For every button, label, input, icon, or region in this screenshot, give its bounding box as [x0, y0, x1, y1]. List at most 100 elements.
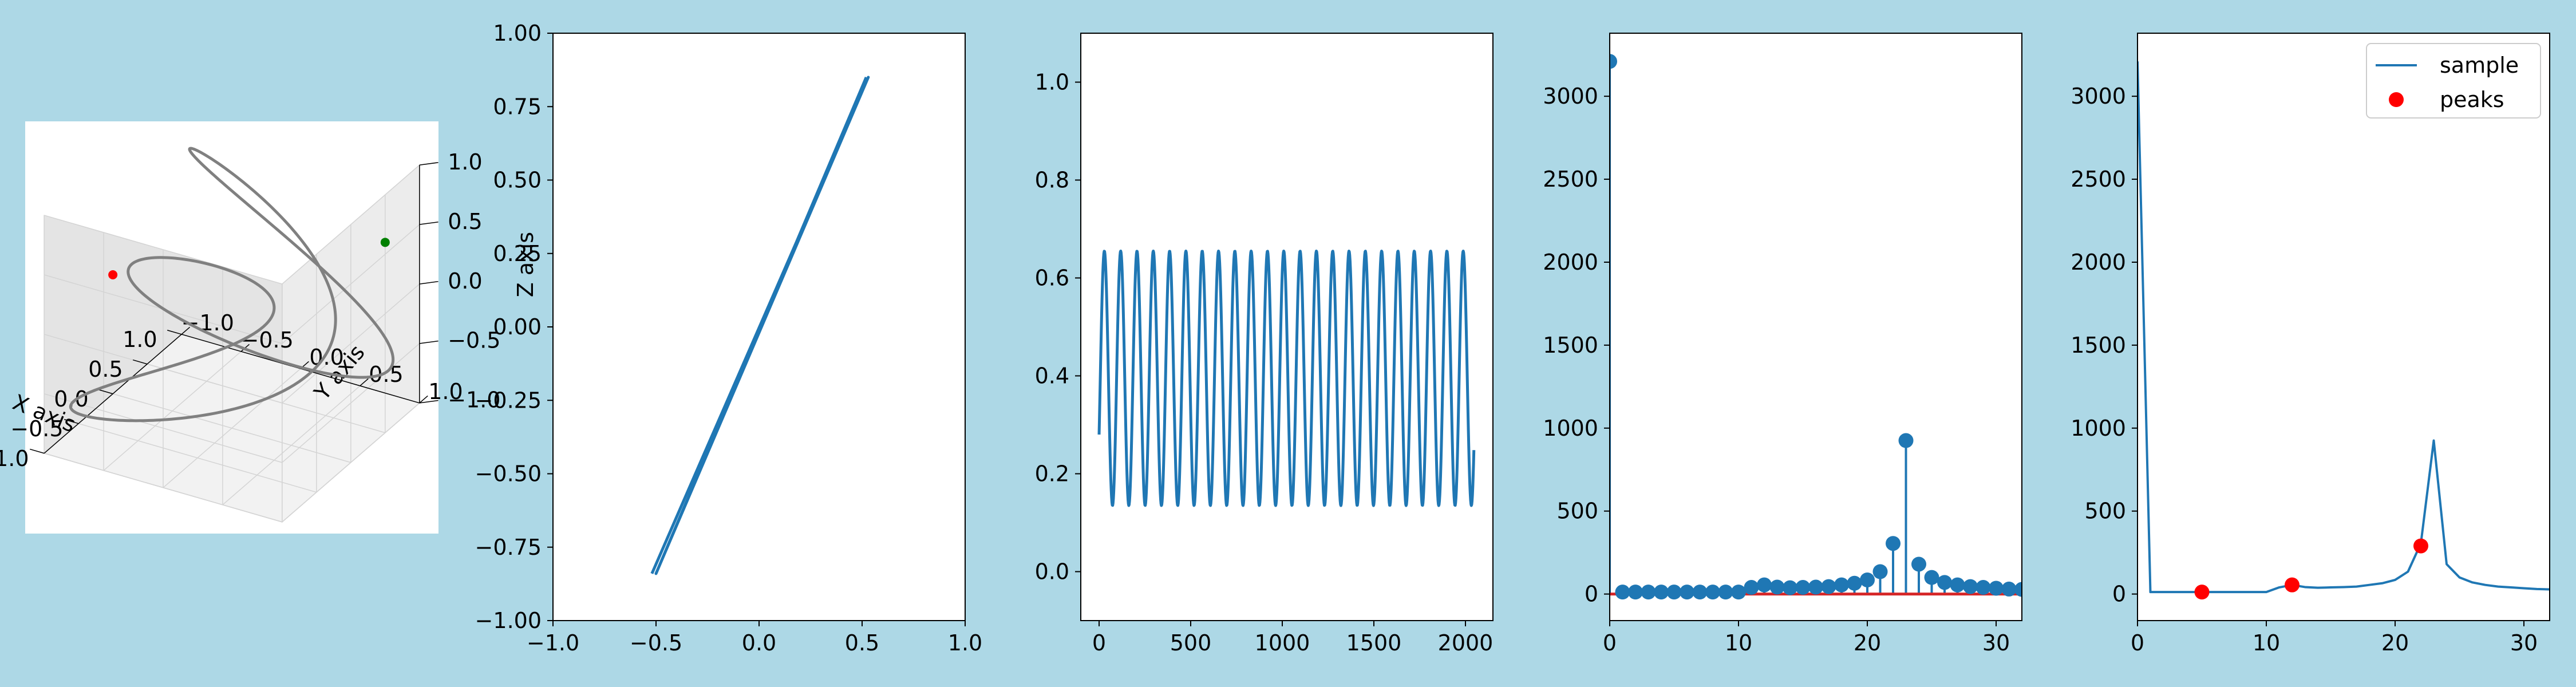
y-tick-label: 3000: [1543, 84, 1598, 109]
z-tick-label: 0.0: [448, 269, 482, 294]
y-tick-label: 500: [2084, 499, 2126, 524]
z-tick-mark: [419, 281, 438, 285]
grid-line: [44, 453, 283, 523]
x-tick-label: 30: [2510, 630, 2538, 656]
x-tick-label: 0: [2131, 630, 2144, 656]
y-tick-label: 0.8: [1035, 168, 1069, 193]
x-tick-label: 1.0: [948, 630, 982, 656]
stem-marker: [1924, 570, 1939, 585]
legend-label-peaks: peaks: [2440, 87, 2504, 112]
stem-marker: [1989, 581, 2004, 596]
y-tick-label: 0.25: [493, 241, 542, 266]
stem-marker: [1718, 585, 1733, 600]
y-tick-label: 2000: [1543, 250, 1598, 275]
y-tick-label: 0.0: [1035, 559, 1069, 585]
grid-line: [44, 393, 283, 463]
stem-marker: [1641, 585, 1656, 600]
y-tick-label: −0.5: [241, 327, 294, 353]
panel-phase-plot: −1.0 −0.5 0.0 0.5 1.0 −1.00 −0.75 −0.50 −0.25 0.0…: [475, 21, 983, 656]
y-tick-label: 0: [2112, 582, 2126, 607]
axes-frame: [1609, 33, 2022, 621]
grid-line: [163, 368, 301, 488]
z-tick-label: −0.5: [448, 328, 500, 353]
y-tick-label: 0.6: [1035, 266, 1069, 291]
data-layer: [1610, 54, 2022, 600]
stem-marker: [1654, 585, 1669, 600]
signal-line: [1097, 249, 1476, 507]
axes-frame: [552, 33, 966, 621]
grid-line: [282, 283, 420, 404]
y-tick-mark: [419, 395, 428, 404]
point-start: [108, 270, 118, 279]
x-tick-mark: [167, 330, 182, 335]
x-tick-label: 10: [1725, 630, 1752, 656]
series-line: [650, 76, 870, 575]
y-tick-label: −0.75: [475, 535, 542, 560]
legend-box: [2366, 43, 2541, 119]
stem-marker: [1963, 579, 1978, 594]
legend: sample peaks: [2366, 43, 2541, 119]
x-tick-label: 0: [1092, 630, 1106, 656]
stem-marker: [1610, 54, 1617, 69]
z-tick-mark: [419, 400, 438, 404]
x-tick-label: 10: [2253, 630, 2280, 656]
y-tick-mark: [359, 378, 369, 386]
z-tick-label: 1.0: [448, 149, 482, 175]
y-tick-label: 1.00: [493, 21, 542, 46]
stem-marker: [1808, 579, 1823, 595]
y-tick-label: −0.25: [475, 388, 542, 413]
peak-marker: [2285, 577, 2300, 593]
z-tick-mark: [419, 222, 438, 225]
stem-marker: [2014, 582, 2022, 597]
x-tick-label: 2000: [1438, 630, 1494, 656]
data-layer: [1097, 249, 1476, 507]
y-tick-label: 1000: [2071, 416, 2126, 441]
x-tick-label: −1.0: [527, 630, 579, 656]
stem-marker: [1705, 585, 1720, 600]
stem-marker: [1692, 585, 1708, 600]
y-tick-label: 0.5: [369, 362, 403, 387]
stem-marker: [1834, 577, 1849, 593]
data-layer: [2138, 61, 2550, 600]
stem-marker: [1898, 433, 1914, 448]
x-tick-label: 1.0: [123, 327, 157, 352]
y-tick-label: 0.2: [1035, 461, 1069, 487]
stem-marker: [1821, 579, 1836, 594]
grid-line: [282, 343, 420, 463]
y-tick-label: 1.0: [1035, 70, 1069, 95]
y-tick-label: 2000: [2071, 250, 2126, 275]
stem-marker: [1847, 575, 1862, 591]
x-tick-label: 20: [2381, 630, 2409, 656]
stem-marker: [1886, 536, 1901, 551]
y-tick-label: 1500: [2071, 333, 2126, 358]
x-tick-label: −0.5: [10, 416, 63, 441]
plot-area: [2138, 33, 2550, 621]
z-tick-mark: [419, 162, 438, 165]
stem-marker: [1628, 585, 1643, 600]
stem-marker: [1769, 579, 1785, 595]
peak-marker: [2194, 585, 2210, 600]
y-tick-label: 1000: [1543, 416, 1598, 441]
y-tick-label: 2500: [1543, 167, 1598, 192]
data-layer: [650, 76, 870, 575]
x-tick-label: 1000: [1255, 630, 1310, 656]
grid-line: [222, 385, 361, 506]
y-tick-label: −1.00: [475, 608, 542, 633]
z-tick-mark: [419, 340, 438, 344]
y-tick-label: 0.00: [493, 314, 542, 339]
y-tick-label: 0.4: [1035, 364, 1069, 389]
stem-marker: [1731, 585, 1746, 600]
z-axis-label: Z axis: [513, 232, 538, 297]
panel-peaks-plot: 0 10 20 30 0 500 1000 1500 2000 2500 3000 sample pea…: [2071, 33, 2550, 656]
stem-marker: [2001, 581, 2017, 597]
x-tick-label: 0: [1603, 630, 1617, 656]
x-tick-label: 30: [1982, 630, 2010, 656]
stem-marker: [1795, 580, 1811, 595]
z-tick-label: −1.0: [448, 388, 500, 413]
stem-marker: [1744, 580, 1759, 595]
plot-area: [1610, 33, 2022, 621]
x-tick-label: 500: [1170, 630, 1212, 656]
x-tick-mark: [30, 448, 45, 454]
stem-marker: [1615, 585, 1630, 600]
grid-line: [282, 224, 420, 344]
